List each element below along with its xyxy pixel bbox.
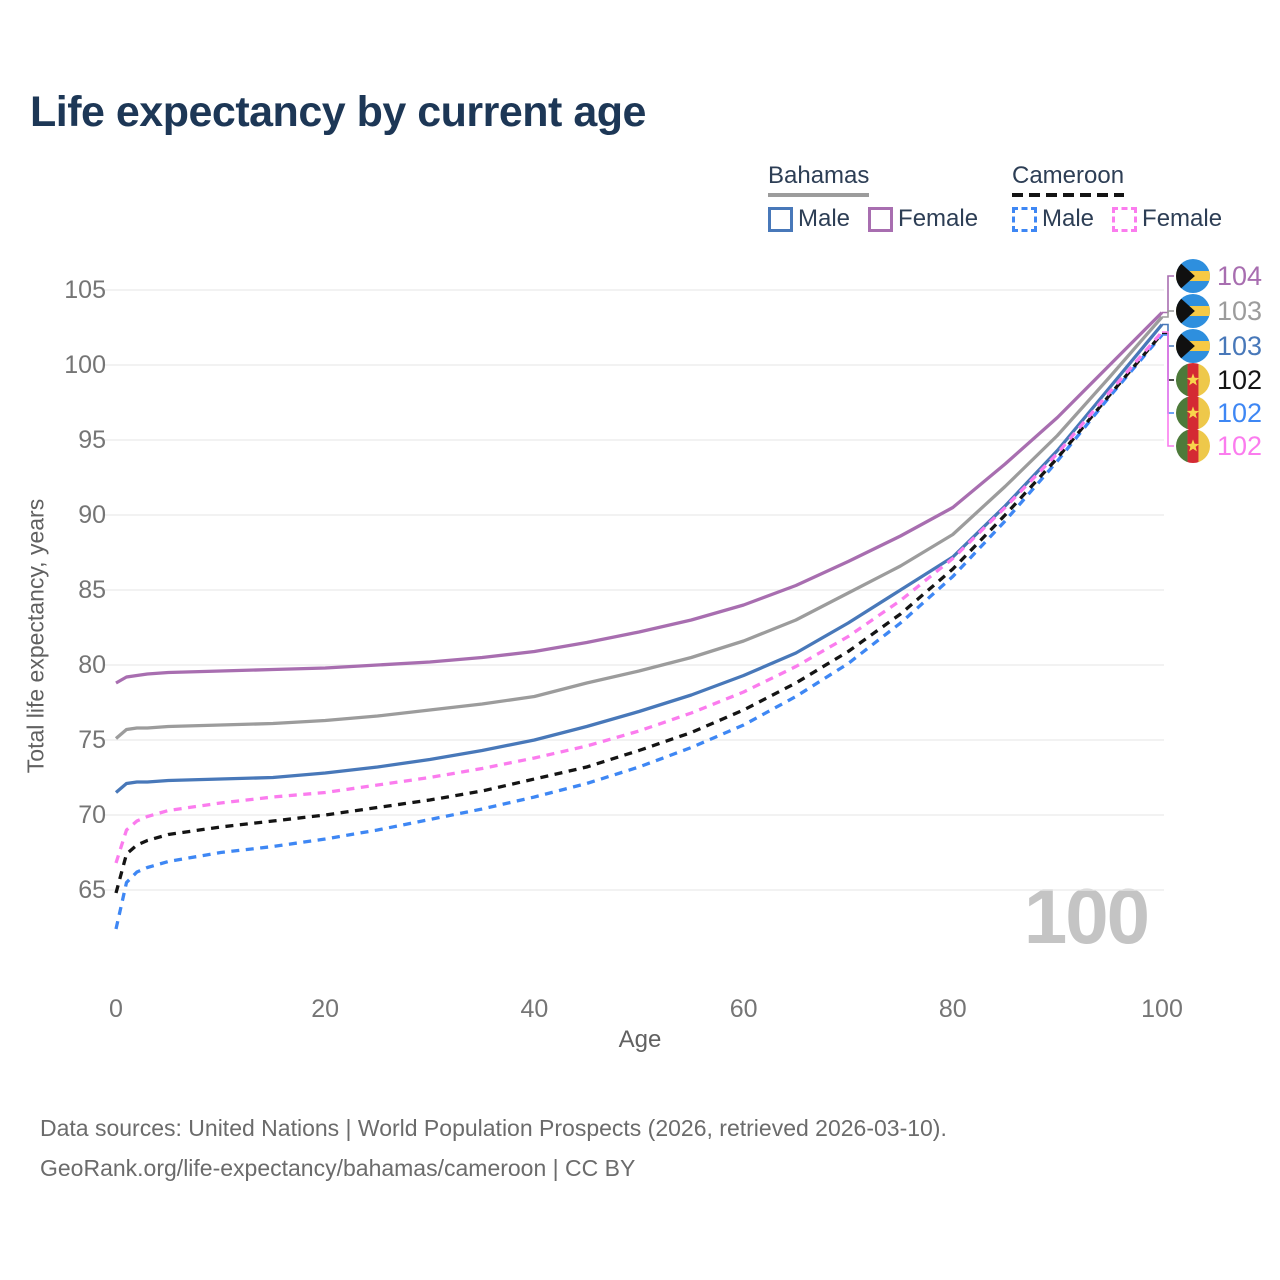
x-tick-label: 40: [520, 995, 548, 1023]
legend-item-label: Male: [1042, 205, 1095, 232]
bahamas-flag-icon: [1176, 294, 1210, 328]
x-tick-label: 0: [109, 995, 123, 1023]
cameroon-flag-icon: [1176, 429, 1210, 463]
legend-item-cameroon-female[interactable]: Female: [1112, 205, 1222, 233]
y-tick-label: 95: [78, 426, 106, 454]
cameroon-flag-icon: [1176, 396, 1210, 430]
end-label-value: 102: [1217, 398, 1263, 428]
end-label-cameroon-male[interactable]: 102: [1176, 395, 1262, 431]
end-label-value: 103: [1217, 331, 1263, 361]
end-label-bahamas-both-sexes[interactable]: 103: [1176, 293, 1262, 329]
end-label-value: 102: [1217, 431, 1263, 461]
end-label-value: 102: [1217, 365, 1263, 395]
leader-line-bahamas-female: [1162, 275, 1174, 314]
y-axis-title: Total life expectancy, years: [22, 498, 49, 774]
legend-swatch-icon: [1012, 206, 1037, 232]
legend-group-cameroon: Cameroon Male Female: [1012, 162, 1222, 233]
legend-item-cameroon-male[interactable]: Male: [1012, 205, 1094, 233]
page-title: Life expectancy by current age: [30, 88, 646, 136]
legend-swatch-icon: [768, 206, 793, 232]
watermark-age-counter: 100: [1024, 872, 1148, 960]
y-tick-label: 100: [64, 351, 106, 379]
leader-line-bahamas-both-sexes: [1162, 310, 1174, 318]
legend-swatch-icon: [1112, 206, 1138, 232]
footer: Data sources: United Nations | World Pop…: [40, 1108, 947, 1188]
y-tick-label: 80: [78, 651, 106, 679]
leader-line-cameroon-female: [1162, 331, 1174, 447]
end-label-cameroon-both-sexes[interactable]: 102: [1176, 362, 1262, 398]
legend-item-label: Female: [898, 205, 979, 232]
end-label-cameroon-female[interactable]: 102: [1176, 428, 1262, 464]
footer-attribution: GeoRank.org/life-expectancy/bahamas/came…: [40, 1155, 636, 1181]
end-label-value: 104: [1217, 261, 1263, 291]
legend-group-label: Bahamas: [768, 162, 870, 189]
y-tick-label: 90: [78, 501, 106, 529]
x-tick-label: 60: [730, 995, 758, 1023]
series-line-cameroon-female[interactable]: [114, 330, 1164, 864]
x-axis-title: Age: [618, 1026, 662, 1053]
legend-item-label: Female: [1142, 205, 1223, 232]
legend-item-label: Male: [798, 205, 851, 232]
series-line-bahamas-both-sexes[interactable]: [114, 315, 1164, 740]
y-tick-label: 105: [64, 276, 106, 304]
y-tick-label: 65: [78, 876, 106, 904]
legend-group-label: Cameroon: [1012, 162, 1125, 189]
legend-underline-solid: [768, 193, 870, 197]
legend-group-title[interactable]: Cameroon: [1012, 162, 1125, 197]
x-tick-label: 80: [939, 995, 967, 1023]
y-tick-label: 70: [78, 801, 106, 829]
x-tick-label: 100: [1141, 995, 1183, 1023]
legend-group-bahamas: Bahamas Male Female: [768, 162, 978, 233]
series-line-cameroon-male[interactable]: [114, 333, 1164, 930]
bahamas-flag-icon: [1176, 329, 1210, 363]
y-tick-label: 75: [78, 726, 106, 754]
footer-sources: Data sources: United Nations | World Pop…: [40, 1115, 947, 1141]
legend-item-bahamas-female[interactable]: Female: [868, 205, 978, 233]
bahamas-flag-icon: [1176, 259, 1210, 293]
end-label-value: 103: [1217, 296, 1263, 326]
end-label-bahamas-male[interactable]: 103: [1176, 328, 1262, 364]
end-label-bahamas-female[interactable]: 104: [1176, 258, 1262, 294]
legend-item-bahamas-male[interactable]: Male: [768, 205, 850, 233]
series-line-bahamas-female[interactable]: [115, 311, 1164, 685]
legend-swatch-icon: [868, 206, 894, 232]
legend-group-title[interactable]: Bahamas: [768, 162, 870, 197]
y-tick-label: 85: [78, 576, 106, 604]
legend-underline-dashed: [1012, 193, 1125, 197]
x-tick-label: 20: [311, 995, 339, 1023]
series-line-cameroon-both-sexes[interactable]: [114, 332, 1164, 894]
cameroon-flag-icon: [1176, 363, 1210, 397]
